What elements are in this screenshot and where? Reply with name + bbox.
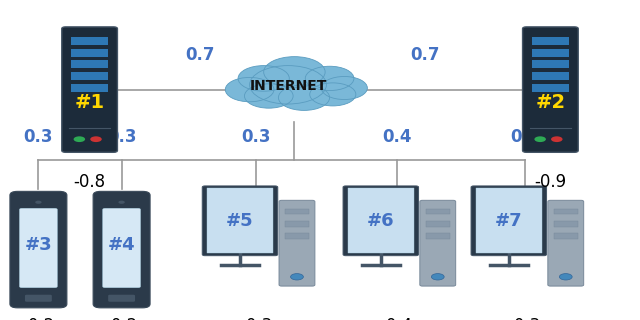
Bar [285, 221, 309, 227]
Circle shape [310, 83, 356, 106]
Circle shape [559, 274, 572, 280]
Bar [531, 84, 570, 92]
Circle shape [118, 201, 125, 204]
Bar [554, 209, 578, 214]
FancyBboxPatch shape [348, 188, 414, 253]
Text: -0.3: -0.3 [509, 317, 541, 320]
Bar [71, 49, 109, 57]
FancyBboxPatch shape [279, 200, 315, 286]
Text: #2: #2 [535, 93, 566, 112]
FancyBboxPatch shape [343, 186, 419, 256]
FancyBboxPatch shape [108, 295, 135, 302]
Circle shape [321, 76, 367, 100]
Circle shape [278, 85, 330, 110]
Text: -0.8: -0.8 [74, 173, 106, 191]
Circle shape [305, 66, 354, 91]
Bar [285, 209, 309, 214]
FancyBboxPatch shape [102, 208, 141, 288]
Circle shape [35, 201, 42, 204]
Text: 0.3: 0.3 [24, 128, 53, 146]
Circle shape [244, 84, 293, 108]
Text: -0.4: -0.4 [381, 317, 413, 320]
Text: 0.4: 0.4 [382, 128, 412, 146]
Circle shape [534, 136, 546, 142]
FancyBboxPatch shape [420, 200, 456, 286]
Text: #3: #3 [24, 236, 52, 254]
FancyBboxPatch shape [93, 191, 150, 308]
Circle shape [90, 136, 102, 142]
Text: #7: #7 [495, 212, 523, 230]
FancyBboxPatch shape [10, 191, 67, 308]
Bar [71, 60, 109, 68]
Circle shape [264, 57, 325, 87]
FancyBboxPatch shape [19, 208, 58, 288]
Bar [554, 233, 578, 239]
FancyBboxPatch shape [522, 27, 579, 152]
Text: #4: #4 [108, 236, 136, 254]
Text: #1: #1 [74, 93, 105, 112]
Bar [426, 209, 450, 214]
Text: -0.9: -0.9 [534, 173, 566, 191]
FancyBboxPatch shape [62, 27, 118, 152]
Text: INTERNET: INTERNET [250, 79, 326, 93]
Text: 0.3: 0.3 [107, 128, 136, 146]
Circle shape [291, 274, 303, 280]
Circle shape [431, 274, 444, 280]
Text: 0.7: 0.7 [410, 46, 440, 64]
FancyBboxPatch shape [548, 200, 584, 286]
Text: -0.2: -0.2 [106, 317, 138, 320]
Text: #6: #6 [367, 212, 395, 230]
Circle shape [74, 136, 85, 142]
FancyBboxPatch shape [471, 186, 547, 256]
Bar [531, 72, 570, 80]
Bar [426, 233, 450, 239]
Text: 0.3: 0.3 [241, 128, 271, 146]
Circle shape [250, 66, 326, 104]
Bar [71, 72, 109, 80]
Bar [71, 84, 109, 92]
Text: #5: #5 [226, 212, 254, 230]
FancyBboxPatch shape [476, 188, 542, 253]
Bar [285, 233, 309, 239]
FancyBboxPatch shape [202, 186, 278, 256]
Circle shape [238, 66, 289, 91]
FancyBboxPatch shape [207, 188, 273, 253]
FancyBboxPatch shape [25, 295, 52, 302]
Text: 0.3: 0.3 [510, 128, 540, 146]
Bar [71, 37, 109, 45]
Bar [531, 37, 570, 45]
Bar [531, 49, 570, 57]
Circle shape [225, 77, 274, 102]
Bar [531, 60, 570, 68]
Text: -0.3: -0.3 [240, 317, 272, 320]
Text: -0.2: -0.2 [22, 317, 54, 320]
Circle shape [551, 136, 563, 142]
Text: 0.7: 0.7 [186, 46, 215, 64]
Bar [554, 221, 578, 227]
Bar [426, 221, 450, 227]
